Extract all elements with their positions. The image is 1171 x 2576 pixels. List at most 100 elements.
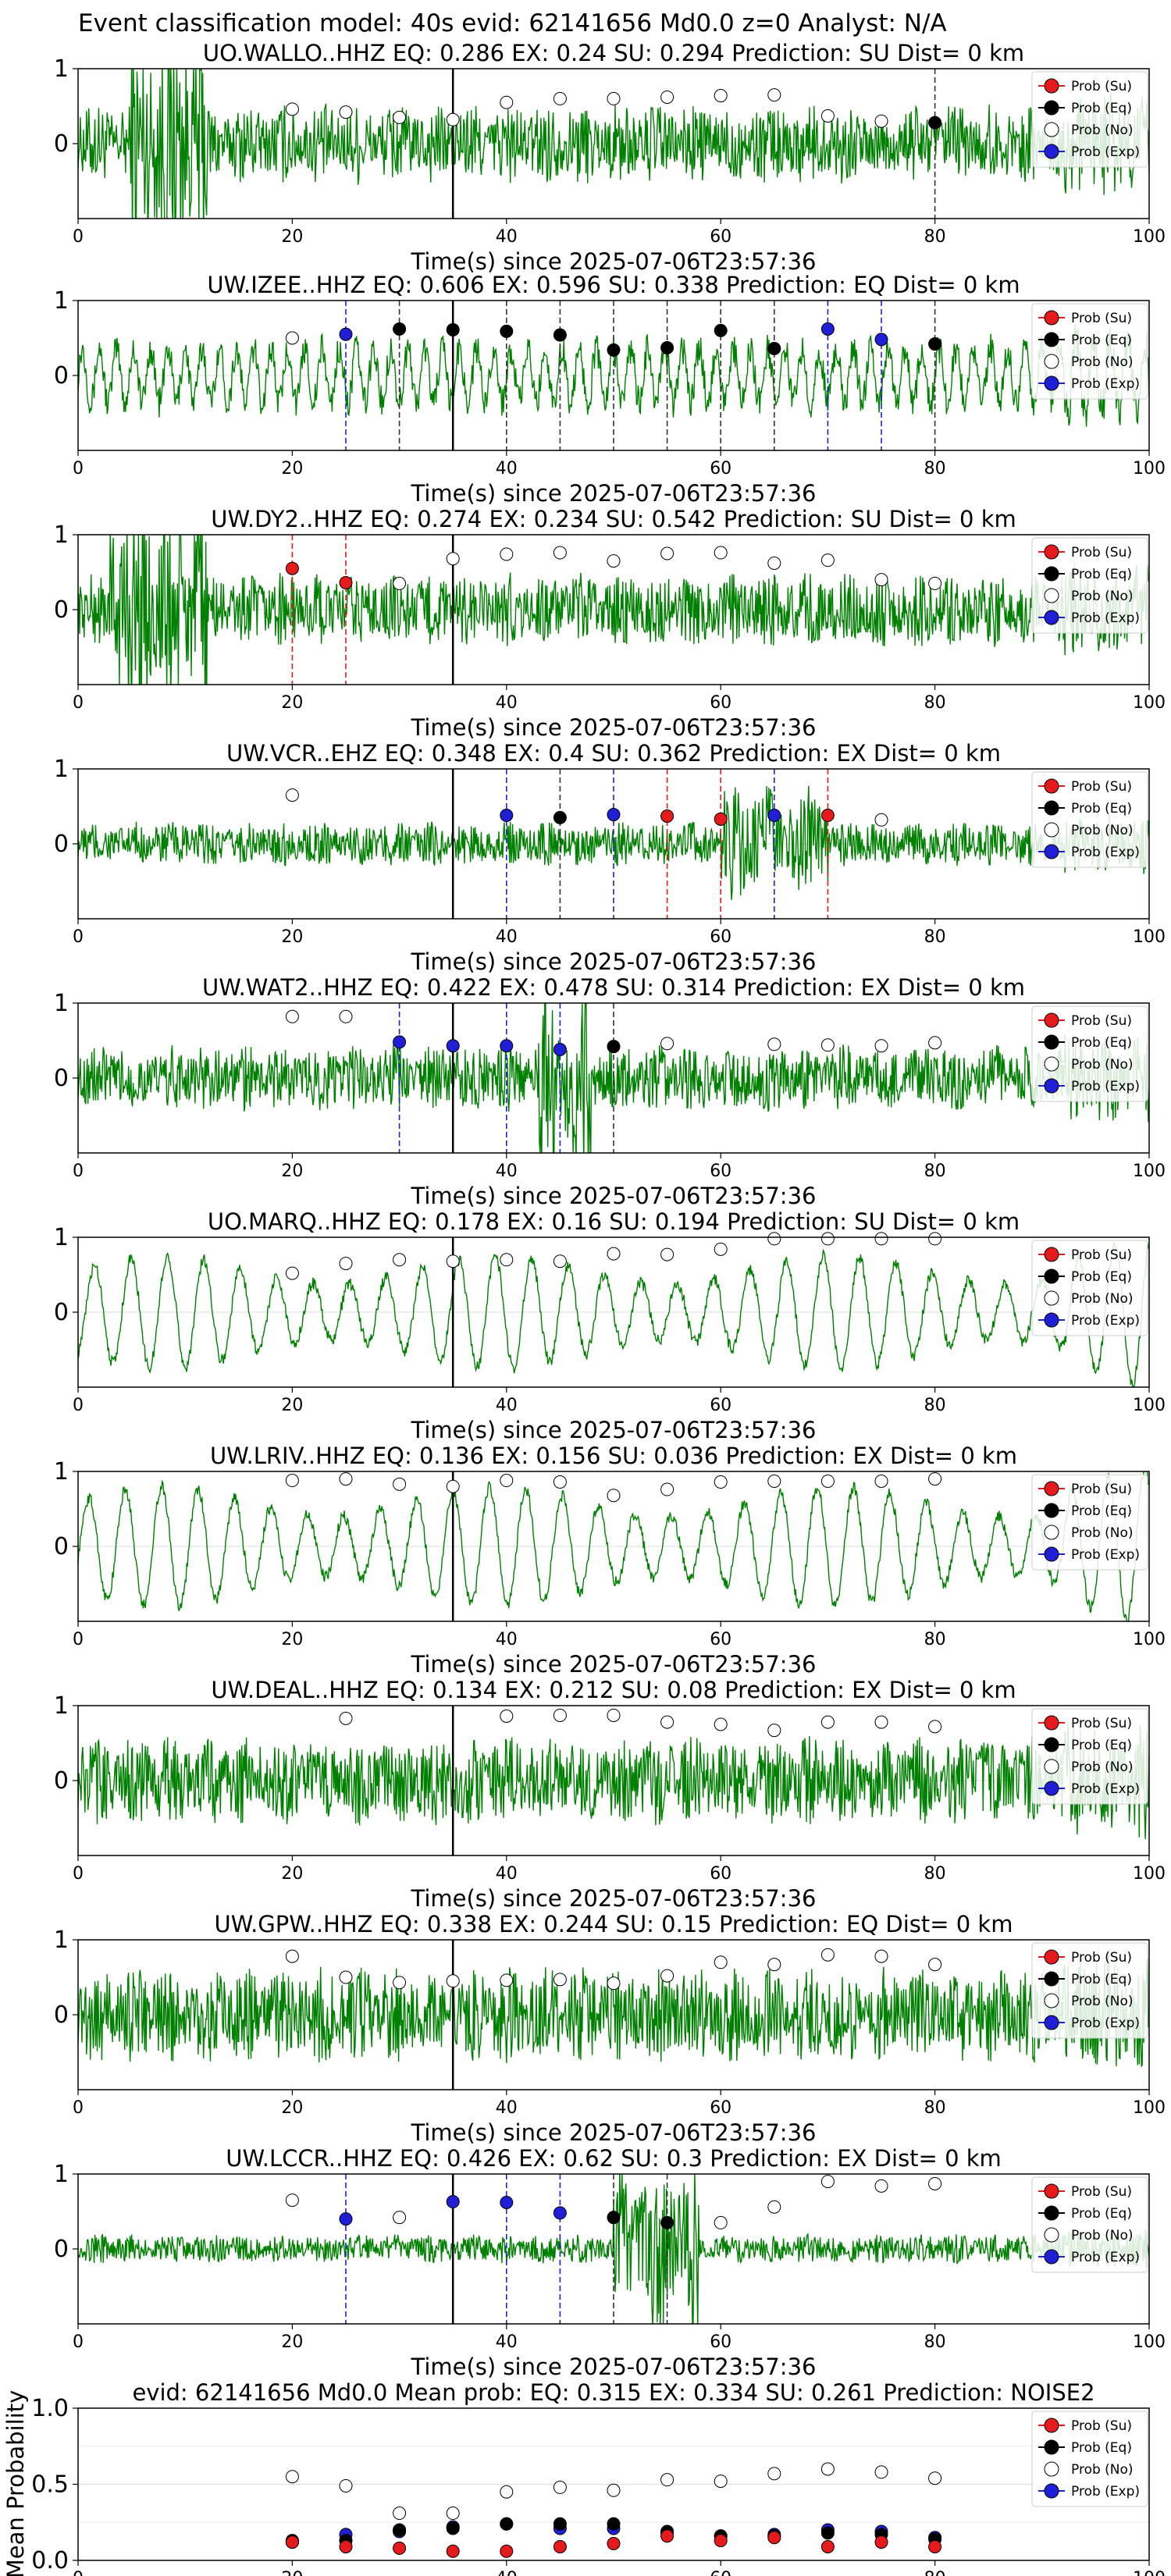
legend-marker xyxy=(1044,1546,1059,1562)
legend-label: Prob (Su) xyxy=(1071,2418,1132,2434)
x-tick-label: 100 xyxy=(1133,227,1166,247)
legend-marker xyxy=(1044,1971,1059,1987)
legend-box xyxy=(1031,2411,1148,2507)
y-tick-label: 0 xyxy=(54,596,69,624)
prob-point xyxy=(607,554,621,568)
x-tick-label: 20 xyxy=(281,459,303,479)
prob-point xyxy=(553,328,567,342)
prob-point xyxy=(446,1974,460,1988)
x-tick-label: 100 xyxy=(1133,1396,1166,1415)
legend-label: Prob (No) xyxy=(1071,1759,1134,1775)
seismogram-panel: UW.LCCR..HHZ EQ: 0.426 EX: 0.62 SU: 0.3 … xyxy=(54,2145,1166,2380)
prob-point xyxy=(874,1232,888,1246)
mean-prob-point xyxy=(500,2485,514,2499)
x-tick-label: 0 xyxy=(73,1396,84,1415)
legend-label: Prob (Exp) xyxy=(1071,610,1140,626)
prob-point xyxy=(446,1039,460,1053)
prob-point xyxy=(607,1976,621,1991)
legend-marker xyxy=(1044,822,1059,838)
prob-point xyxy=(553,1475,567,1489)
legend-marker xyxy=(1044,2205,1059,2221)
prob-point xyxy=(820,553,835,568)
waveform-trace xyxy=(78,69,1149,219)
legend-marker xyxy=(1044,78,1059,94)
prob-point xyxy=(820,1474,835,1488)
x-tick-label: 20 xyxy=(281,1396,303,1415)
legend-marker xyxy=(1044,2439,1059,2455)
x-tick-label: 80 xyxy=(924,2332,946,2352)
prob-point xyxy=(339,105,353,119)
legend-marker xyxy=(1044,100,1059,116)
prob-point xyxy=(607,343,621,357)
legend-marker xyxy=(1044,610,1059,625)
legend-marker xyxy=(1044,2249,1059,2265)
mean-prob-point xyxy=(500,2544,514,2558)
x-tick-label: 0 xyxy=(73,1630,84,1649)
mean-prob-point xyxy=(446,2544,460,2558)
prob-point xyxy=(393,1253,407,1267)
legend-label: Prob (No) xyxy=(1071,2462,1134,2478)
prob-point xyxy=(714,1717,728,1731)
legend-label: Prob (Eq) xyxy=(1071,1972,1132,1987)
legend-marker xyxy=(1044,1078,1059,1094)
legend-marker xyxy=(1044,332,1059,347)
x-tick-label: 80 xyxy=(924,693,946,713)
prob-point xyxy=(285,1949,299,1963)
prob-point xyxy=(874,1039,888,1053)
waveform-trace xyxy=(78,1471,1149,1621)
y-tick-label: 1 xyxy=(54,1224,69,1251)
x-tick-label: 100 xyxy=(1133,693,1166,713)
x-tick-label: 20 xyxy=(281,2332,303,2352)
x-tick-label: 40 xyxy=(496,2569,518,2576)
panel-title: UW.LRIV..HHZ EQ: 0.136 EX: 0.156 SU: 0.0… xyxy=(210,1443,1017,1469)
mean-prob-point xyxy=(393,2507,407,2521)
prob-point xyxy=(339,1009,353,1023)
x-tick-label: 0 xyxy=(73,693,84,713)
legend-marker xyxy=(1044,2227,1059,2243)
legend-box xyxy=(1031,1942,1148,2039)
x-tick-label: 80 xyxy=(924,2569,946,2576)
prob-point xyxy=(500,1474,514,1488)
legend-marker xyxy=(1044,800,1059,816)
prob-point xyxy=(928,1232,942,1246)
prob-point xyxy=(767,341,781,355)
prob-point xyxy=(339,1472,353,1486)
prob-point xyxy=(553,1708,567,1722)
prob-point xyxy=(393,1477,407,1491)
legend-label: Prob (Su) xyxy=(1071,2184,1132,2200)
prob-point xyxy=(339,1970,353,1984)
prob-point xyxy=(767,88,781,102)
legend-box xyxy=(1031,2176,1148,2273)
x-tick-label: 0 xyxy=(73,2098,84,2118)
prob-point xyxy=(767,1232,781,1246)
x-tick-label: 100 xyxy=(1133,927,1166,947)
legend-label: Prob (Exp) xyxy=(1071,2016,1140,2031)
x-tick-label: 60 xyxy=(710,2332,731,2352)
y-tick-label: 0 xyxy=(54,1299,69,1326)
y-tick-label: 1 xyxy=(54,756,69,783)
prob-point xyxy=(874,573,888,587)
x-tick-label: 0 xyxy=(73,927,84,947)
prob-point xyxy=(446,1479,460,1493)
prob-point xyxy=(874,2179,888,2193)
x-tick-label: 60 xyxy=(710,1162,731,1181)
panel-title: evid: 62141656 Md0.0 Mean prob: EQ: 0.31… xyxy=(132,2379,1094,2406)
prob-point xyxy=(767,1958,781,1972)
seismogram-panel: UO.WALLO..HHZ EQ: 0.286 EX: 0.24 SU: 0.2… xyxy=(54,40,1166,275)
legend-label: Prob (No) xyxy=(1071,823,1134,838)
seismogram-panel: UW.VCR..EHZ EQ: 0.348 EX: 0.4 SU: 0.362 … xyxy=(54,740,1166,975)
x-tick-label: 20 xyxy=(281,1162,303,1181)
panel-title: UW.DEAL..HHZ EQ: 0.134 EX: 0.212 SU: 0.0… xyxy=(211,1677,1016,1703)
prob-point xyxy=(285,561,299,575)
x-tick-label: 60 xyxy=(710,927,731,947)
y-tick-label: 0.5 xyxy=(31,2471,69,2499)
legend-marker xyxy=(1044,1525,1059,1540)
prob-point xyxy=(928,2176,942,2190)
y-axis-label: Mean Probability xyxy=(2,2390,29,2576)
waveform-trace xyxy=(78,2174,1149,2324)
prob-point xyxy=(928,337,942,351)
panel-title: UW.DY2..HHZ EQ: 0.274 EX: 0.234 SU: 0.54… xyxy=(211,506,1016,532)
y-tick-label: 1 xyxy=(54,990,69,1017)
x-tick-label: 40 xyxy=(496,927,518,947)
prob-point xyxy=(285,1266,299,1280)
